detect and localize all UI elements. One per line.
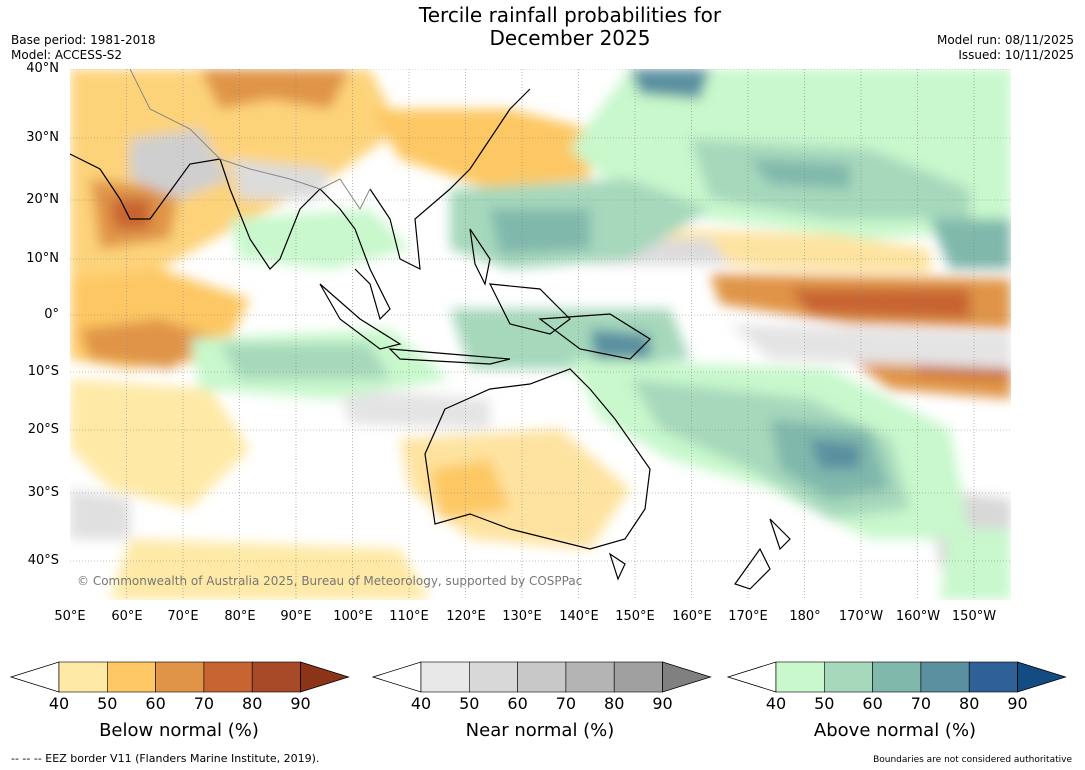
colorbar-tick-label: 90 (290, 694, 311, 713)
coastlines (70, 88, 791, 590)
colorbar-extend-low (726, 661, 777, 693)
colorbar-segment (920, 661, 970, 693)
colorbar-extend-high (662, 661, 712, 693)
lon-label: 70°E (167, 609, 199, 624)
colorbar-tick-label: 40 (410, 694, 432, 713)
lat-label: 40°N (26, 61, 59, 76)
near-normal-label: Near normal (%) (465, 720, 615, 741)
lat-label: 10°S (27, 364, 59, 379)
above-normal-colorbar (726, 661, 1067, 693)
lon-label: 130°E (502, 609, 542, 624)
colorbar-segment (203, 661, 253, 693)
colorbar-tick-label: 60 (145, 694, 166, 713)
colorbar-tick-label: 70 (193, 694, 215, 713)
colorbar-tick-label: 80 (604, 694, 625, 713)
colorbar-segment (968, 661, 1018, 693)
colorbar-tick-label: 80 (242, 694, 263, 713)
graticule (70, 69, 1011, 600)
rainfall-map: © Commonwealth of Australia 2025, Bureau… (70, 69, 1011, 600)
lon-label: 160°W (895, 609, 941, 624)
probability-field (70, 69, 1011, 600)
colorbar-segment (468, 661, 518, 693)
lat-label: 0° (44, 307, 59, 322)
copyright-text: © Commonwealth of Australia 2025, Bureau… (77, 574, 582, 588)
colorbar-segment (775, 661, 825, 693)
colorbar-tick-label: 70 (910, 694, 932, 713)
lon-label: 170°W (838, 609, 884, 624)
colorbar-segment (155, 661, 205, 693)
lon-label: 50°E (54, 609, 86, 624)
colorbar-tick-label: 80 (959, 694, 980, 713)
lon-label: 120°E (446, 609, 486, 624)
colorbar-tick-label: 60 (862, 694, 883, 713)
meta-left: Base period: 1981-2018 Model: ACCESS-S2 (11, 33, 156, 63)
meta-right: Model run: 08/11/2025 Issued: 10/11/2025 (937, 33, 1074, 63)
lat-label: 10°N (26, 251, 59, 266)
colorbar-segment (251, 661, 301, 693)
above-normal-label: Above normal (%) (813, 720, 977, 741)
country-borders (129, 69, 371, 210)
colorbar-tick-label: 50 (814, 694, 835, 713)
boundary-disclaimer: Boundaries are not considered authoritat… (873, 755, 1072, 765)
lat-label: 40°S (27, 553, 59, 568)
colorbar-segment (420, 661, 470, 693)
model-run: Model run: 08/11/2025 (936, 33, 1074, 47)
colorbar-segment (58, 661, 108, 693)
near-normal-colorbar (371, 661, 712, 693)
colorbar-tick-label: 60 (507, 694, 528, 713)
map-title: Tercile rainfall probabilities for Decem… (370, 4, 770, 50)
lon-label: 90°E (280, 609, 312, 624)
lon-label: 100°E (333, 609, 373, 624)
colorbar-tick-label: 50 (459, 694, 480, 713)
colorbar-tick-label: 90 (1007, 694, 1028, 713)
colorbar-extend-high (300, 661, 350, 693)
lon-label: 170°E (728, 609, 768, 624)
colorbar-segment (107, 661, 156, 693)
model-name: Model: ACCESS-S2 (11, 48, 123, 62)
lat-label: 30°S (27, 485, 59, 500)
issued-date: Issued: 10/11/2025 (958, 48, 1074, 62)
lat-label: 30°N (26, 130, 59, 145)
lon-label: 60°E (111, 609, 143, 624)
lon-label: 150°W (951, 609, 997, 624)
lon-label: 80°E (224, 609, 256, 624)
colorbar-tick-label: 40 (48, 694, 70, 713)
colorbar-segment (872, 661, 922, 693)
title-line-2: December 2025 (489, 26, 651, 50)
lon-label: 140°E (559, 609, 599, 624)
colorbar-segment (613, 661, 663, 693)
lat-label: 20°N (26, 192, 59, 207)
colorbar-extend-low (371, 661, 422, 693)
title-line-1: Tercile rainfall probabilities for (418, 3, 722, 27)
colorbar-extend-high (1017, 661, 1067, 693)
colorbar-segment (565, 661, 615, 693)
lon-label: 160°E (672, 609, 712, 624)
lon-label: 110°E (389, 609, 429, 624)
base-period: Base period: 1981-2018 (11, 33, 156, 47)
colorbar-tick-label: 90 (652, 694, 673, 713)
below-normal-label: Below normal (%) (99, 720, 259, 741)
eez-footnote: -- -- -- EEZ border V11 (Flanders Marine… (11, 752, 320, 765)
lon-label: 180° (789, 609, 821, 624)
below-normal-colorbar (9, 661, 350, 693)
colorbar-tick-label: 40 (765, 694, 787, 713)
colorbar-extend-low (9, 661, 60, 693)
colorbar-tick-label: 70 (555, 694, 577, 713)
colorbar-segment (517, 661, 567, 693)
lon-label: 150°E (615, 609, 655, 624)
lat-label: 20°S (27, 422, 59, 437)
colorbars (9, 661, 1067, 693)
colorbar-tick-label: 50 (97, 694, 118, 713)
colorbar-segment (823, 661, 873, 693)
